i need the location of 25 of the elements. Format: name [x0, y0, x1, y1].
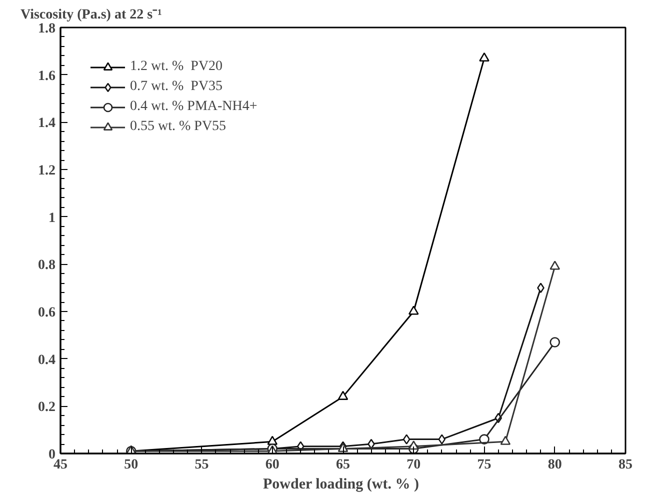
y-tick-label: 1.6	[38, 68, 56, 84]
y-tick-label: 1.4	[38, 116, 56, 132]
legend-label: 0.55 wt. % PV55	[130, 119, 226, 135]
y-tick-label: 0	[48, 448, 56, 462]
y-tick-label: 0.8	[38, 258, 56, 274]
y-tick-label: 0.6	[38, 306, 56, 320]
y-axis-title: Viscosity (Pa.s) at 22 s⁻¹	[20, 8, 162, 22]
x-tick-label: 45	[54, 458, 68, 472]
x-tick-label: 50	[124, 458, 138, 472]
legend-label: 0.7 wt. % PV35	[130, 79, 223, 95]
y-tick-label: 0.2	[38, 400, 56, 416]
y-tick-label: 0.4	[38, 352, 56, 368]
x-tick-label: 65	[336, 458, 350, 472]
x-tick-label: 70	[406, 458, 421, 472]
y-tick-label: 1.8	[38, 22, 56, 36]
x-tick-label: 85	[618, 458, 632, 472]
legend-label: 1.2 wt. % PV20	[130, 59, 223, 75]
y-tick-label: 1	[48, 210, 56, 226]
x-tick-label: 60	[265, 458, 280, 472]
x-tick-label: 75	[477, 458, 492, 472]
y-tick-label: 1.2	[38, 164, 56, 178]
x-tick-label: 55	[194, 458, 209, 472]
x-tick-label: 80	[548, 458, 562, 472]
x-axis-title: Powder loading (wt. % )	[263, 476, 419, 492]
legend-label: 0.4 wt. % PMA-NH4+	[130, 99, 258, 115]
